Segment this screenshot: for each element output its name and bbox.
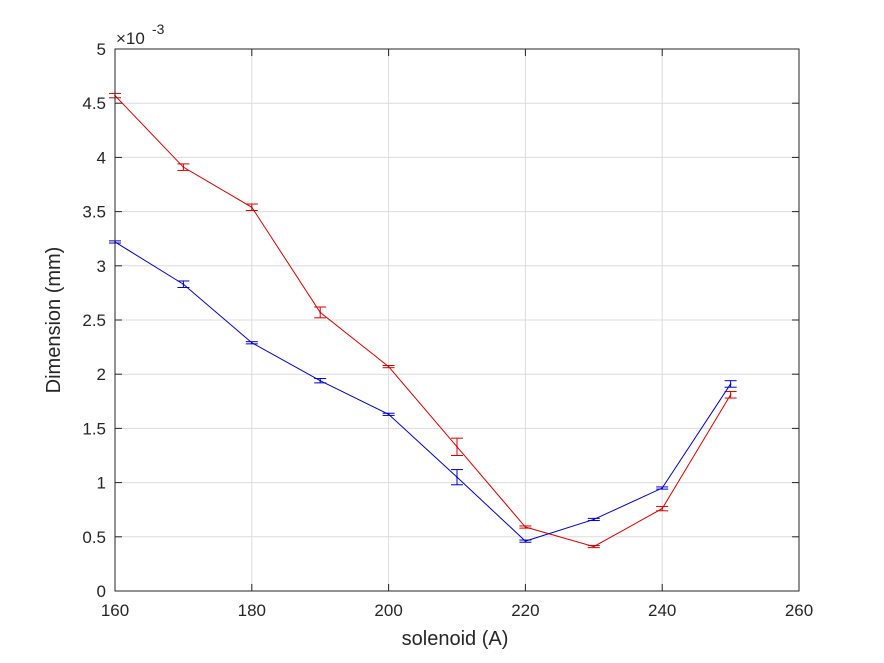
y-tick-label: 2 [97, 365, 106, 384]
tick-layer: 160 180 200 220 240 260 0 0.5 1 1.5 2 2.5 3 3.5 4 4.5 5 [82, 40, 813, 620]
y-tick-label: 5 [97, 40, 106, 59]
data-point [387, 413, 390, 416]
y-exponent-base: ×10 [116, 29, 145, 48]
data-point [729, 383, 732, 385]
x-tick-label: 160 [101, 601, 129, 620]
x-axis-label: solenoid (A) [402, 628, 509, 650]
y-tick-label: 3 [97, 257, 106, 276]
data-point [387, 365, 390, 368]
series-line [114, 95, 732, 548]
y-tick-label: 2.5 [82, 311, 106, 330]
data-point [251, 206, 253, 209]
series-2 [109, 240, 737, 543]
data-point [524, 540, 527, 542]
x-tick-label: 240 [648, 601, 676, 620]
x-tick-label: 200 [374, 601, 402, 620]
y-tick-label: 0.5 [82, 528, 106, 547]
data-point [182, 283, 185, 286]
y-tick-label: 0 [97, 582, 106, 601]
y-tick-label: 3.5 [82, 203, 106, 222]
data-point [319, 311, 322, 314]
data-point [593, 545, 595, 548]
data-point [593, 518, 595, 521]
y-tick-label: 1 [97, 474, 106, 493]
series-layer [109, 92, 737, 549]
data-point [661, 487, 663, 489]
y-tick-label: 4 [97, 148, 106, 167]
x-tick-label: 220 [511, 601, 539, 620]
data-point [319, 379, 322, 382]
data-point [661, 507, 663, 510]
series-line [114, 241, 732, 542]
data-point [456, 446, 458, 448]
y-tick-label: 1.5 [82, 419, 106, 438]
y-tick-label: 4.5 [82, 94, 106, 113]
y-axis-label: Dimension (mm) [43, 247, 65, 394]
x-tick-label: 180 [238, 601, 266, 620]
data-point [456, 476, 458, 478]
data-point [182, 166, 185, 168]
y-exponent-power: -3 [152, 21, 165, 37]
x-tick-label: 260 [785, 601, 813, 620]
data-point [729, 393, 732, 396]
data-point [251, 341, 253, 344]
data-point [524, 526, 527, 528]
